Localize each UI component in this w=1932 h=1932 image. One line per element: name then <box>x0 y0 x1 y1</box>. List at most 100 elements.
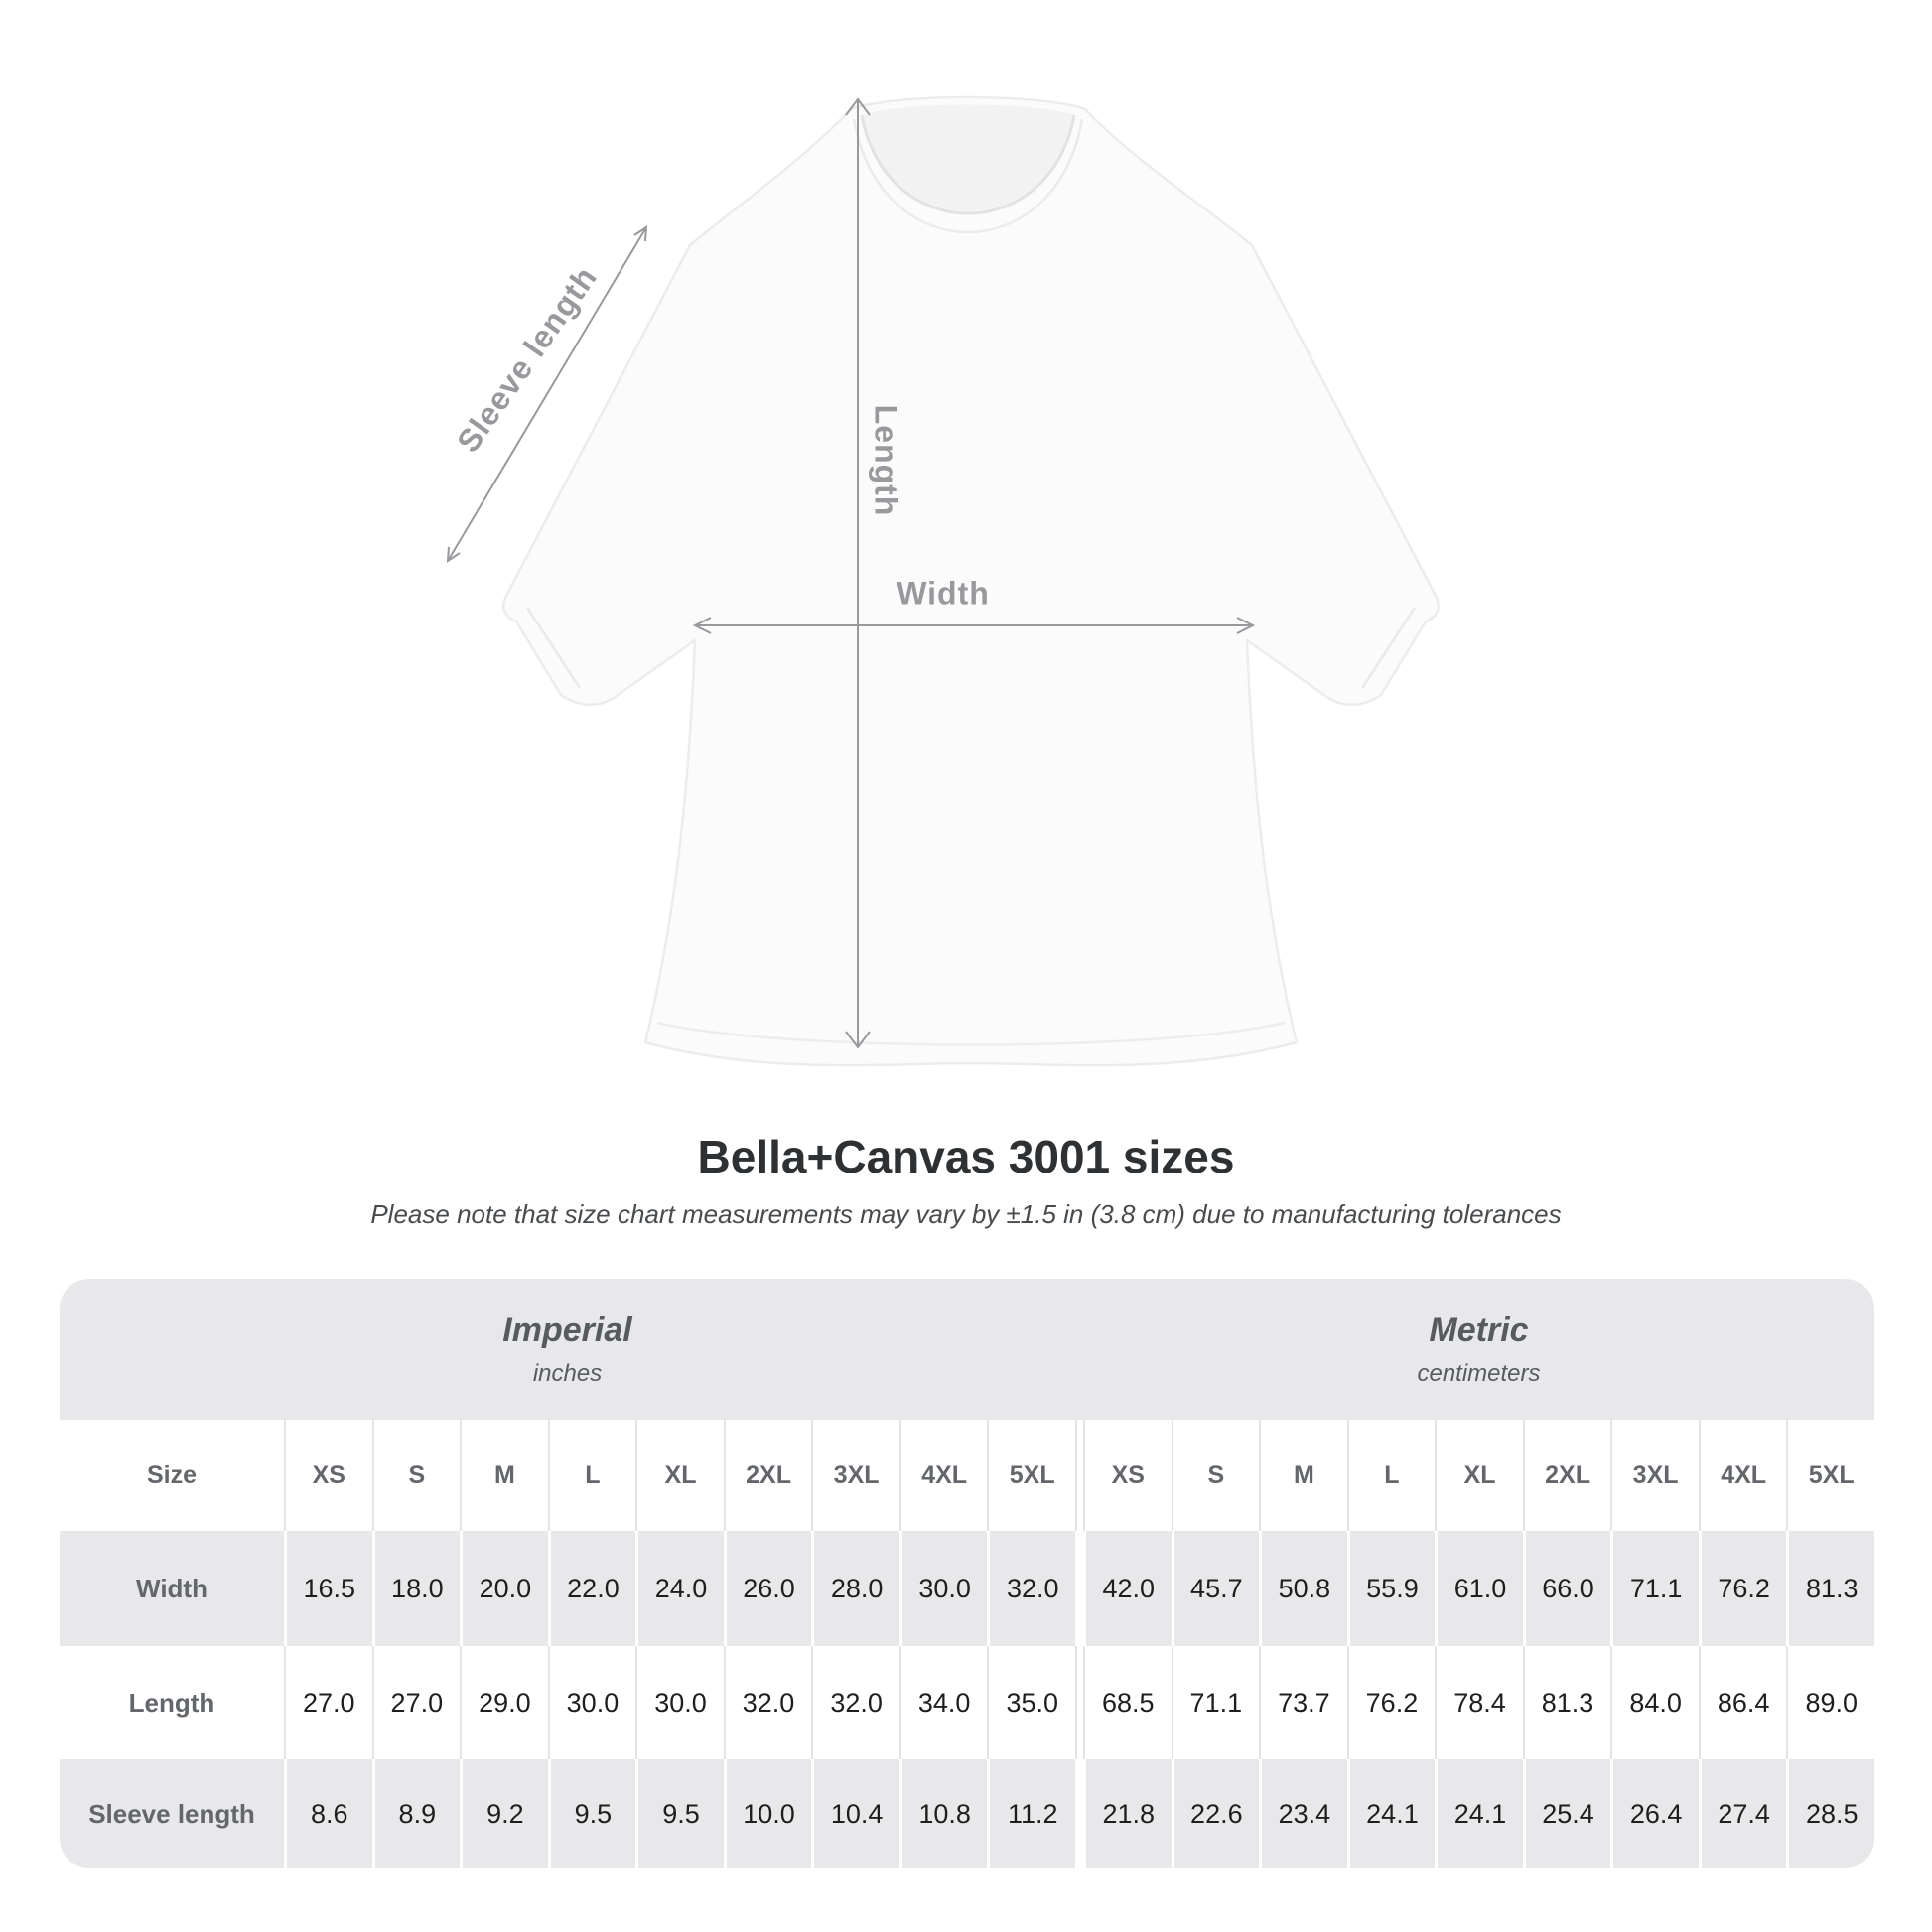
imperial-value-cell: 30.0 <box>547 1646 636 1759</box>
size-column-header: 2XL <box>1522 1420 1611 1531</box>
width-label: Width <box>897 575 990 612</box>
tshirt-body-shape <box>502 95 1440 1067</box>
size-corner-header: Size <box>60 1420 284 1531</box>
metric-value-cell: 78.4 <box>1435 1646 1523 1759</box>
right-sleeve-hem-line <box>1360 607 1417 689</box>
imperial-value-cell: 22.0 <box>547 1531 636 1646</box>
imperial-value-cell: 18.0 <box>371 1531 461 1646</box>
measurement-row: Length 27.0 27.0 29.0 30.0 30.0 32.0 32.0 34.0 35… <box>60 1646 1874 1759</box>
imperial-value-cell: 11.2 <box>987 1759 1075 1868</box>
size-column-header: XL <box>1435 1420 1523 1531</box>
size-table: Imperial inches Metric centimeters Size X… <box>60 1279 1874 1868</box>
metric-value-cell: 25.4 <box>1522 1759 1611 1868</box>
length-arrowhead-top <box>845 97 871 116</box>
group-separator <box>1075 1531 1083 1646</box>
metric-value-cell: 24.1 <box>1435 1759 1523 1868</box>
size-column-header: M <box>460 1420 548 1531</box>
collar-band-outer-edge <box>852 118 1084 234</box>
size-column-header: 2XL <box>723 1420 812 1531</box>
width-arrowhead-left <box>692 617 712 634</box>
metric-group-header: Metric centimeters <box>1083 1279 1874 1420</box>
size-column-header: L <box>1346 1420 1436 1531</box>
size-column-header: 4XL <box>898 1420 988 1531</box>
imperial-value-cell: 32.0 <box>811 1646 899 1759</box>
sleeve-arrowhead-bottom <box>446 546 461 563</box>
group-separator <box>1075 1759 1083 1868</box>
measurement-row: Sleeve length 8.6 8.9 9.2 9.5 9.5 10.0 10.4 10.8… <box>60 1759 1874 1868</box>
metric-value-cell: 73.7 <box>1259 1646 1347 1759</box>
metric-value-cell: 66.0 <box>1522 1531 1611 1646</box>
metric-value-cell: 42.0 <box>1083 1531 1172 1646</box>
metric-value-cell: 76.2 <box>1698 1531 1787 1646</box>
imperial-value-cell: 32.0 <box>723 1646 812 1759</box>
imperial-value-cell: 35.0 <box>987 1646 1075 1759</box>
metric-value-cell: 28.5 <box>1786 1759 1874 1868</box>
tshirt-measurement-diagram: Sleeve length Length Width <box>446 95 1440 1067</box>
size-column-header: 3XL <box>811 1420 899 1531</box>
group-separator <box>1075 1420 1083 1531</box>
sleeve-length-arrow <box>447 226 647 562</box>
metric-value-cell: 84.0 <box>1610 1646 1699 1759</box>
imperial-group-title: Imperial <box>502 1311 632 1349</box>
metric-value-cell: 81.3 <box>1522 1646 1611 1759</box>
imperial-value-cell: 9.5 <box>635 1759 724 1868</box>
imperial-group-unit: inches <box>532 1359 603 1387</box>
measurement-row: Width 16.5 18.0 20.0 22.0 24.0 26.0 28.0 30.0 32.… <box>60 1531 1874 1646</box>
left-sleeve-hem-line <box>525 607 582 689</box>
imperial-value-cell: 10.0 <box>723 1759 812 1868</box>
size-column-header: 4XL <box>1698 1420 1787 1531</box>
metric-value-cell: 22.6 <box>1171 1759 1260 1868</box>
length-label: Length <box>868 404 904 517</box>
measurement-row-label: Width <box>136 1573 207 1603</box>
size-header-row: Size XS S M L XL 2XL 3XL 4XL 5XL XS S M L XL 2XL 3XL 4XL 5… <box>60 1420 1874 1531</box>
metric-value-cell: 76.2 <box>1346 1646 1436 1759</box>
bottom-hem-line <box>656 1021 1286 1046</box>
imperial-value-cell: 28.0 <box>811 1531 899 1646</box>
page-title: Bella+Canvas 3001 sizes <box>697 1131 1235 1182</box>
imperial-value-cell: 26.0 <box>723 1531 812 1646</box>
tolerance-note: Please note that size chart measurements… <box>370 1199 1562 1229</box>
imperial-value-cell: 27.0 <box>284 1646 372 1759</box>
metric-value-cell: 81.3 <box>1786 1531 1874 1646</box>
metric-value-cell: 21.8 <box>1083 1759 1172 1868</box>
imperial-value-cell: 27.0 <box>371 1646 461 1759</box>
metric-value-cell: 71.1 <box>1171 1646 1260 1759</box>
size-column-header: M <box>1259 1420 1347 1531</box>
metric-value-cell: 61.0 <box>1435 1531 1523 1646</box>
sleeve-arrowhead-top <box>633 225 648 242</box>
width-arrowhead-right <box>1236 617 1256 634</box>
metric-value-cell: 86.4 <box>1698 1646 1787 1759</box>
group-separator <box>1075 1646 1083 1759</box>
imperial-group-header: Imperial inches <box>60 1279 1075 1420</box>
imperial-value-cell: 24.0 <box>635 1531 724 1646</box>
imperial-value-cell: 8.6 <box>284 1759 372 1868</box>
metric-value-cell: 68.5 <box>1083 1646 1172 1759</box>
measurement-row-label: Sleeve length <box>88 1798 255 1829</box>
imperial-value-cell: 10.4 <box>811 1759 899 1868</box>
metric-value-cell: 24.1 <box>1346 1759 1436 1868</box>
metric-group-title: Metric <box>1429 1311 1529 1349</box>
size-column-header: XS <box>1083 1420 1172 1531</box>
imperial-value-cell: 16.5 <box>284 1531 372 1646</box>
size-column-header: 3XL <box>1610 1420 1699 1531</box>
imperial-value-cell: 30.0 <box>898 1531 988 1646</box>
imperial-value-cell: 29.0 <box>460 1646 548 1759</box>
neck-opening-shadow <box>862 104 1074 211</box>
metric-value-cell: 50.8 <box>1259 1531 1347 1646</box>
metric-value-cell: 27.4 <box>1698 1759 1787 1868</box>
size-column-header: L <box>547 1420 636 1531</box>
imperial-value-cell: 20.0 <box>460 1531 548 1646</box>
measurement-row-label: Length <box>60 1646 284 1759</box>
imperial-value-cell: 10.8 <box>898 1759 988 1868</box>
metric-value-cell: 55.9 <box>1346 1531 1436 1646</box>
size-column-header: 5XL <box>987 1420 1075 1531</box>
imperial-value-cell: 9.5 <box>547 1759 636 1868</box>
unit-group-header-row: Imperial inches Metric centimeters <box>60 1279 1874 1420</box>
imperial-value-cell: 30.0 <box>635 1646 724 1759</box>
size-column-header: S <box>371 1420 461 1531</box>
size-column-header: S <box>1171 1420 1260 1531</box>
tshirt-illustration <box>446 95 1440 1067</box>
size-column-header: 5XL <box>1786 1420 1874 1531</box>
imperial-value-cell: 9.2 <box>460 1759 548 1868</box>
